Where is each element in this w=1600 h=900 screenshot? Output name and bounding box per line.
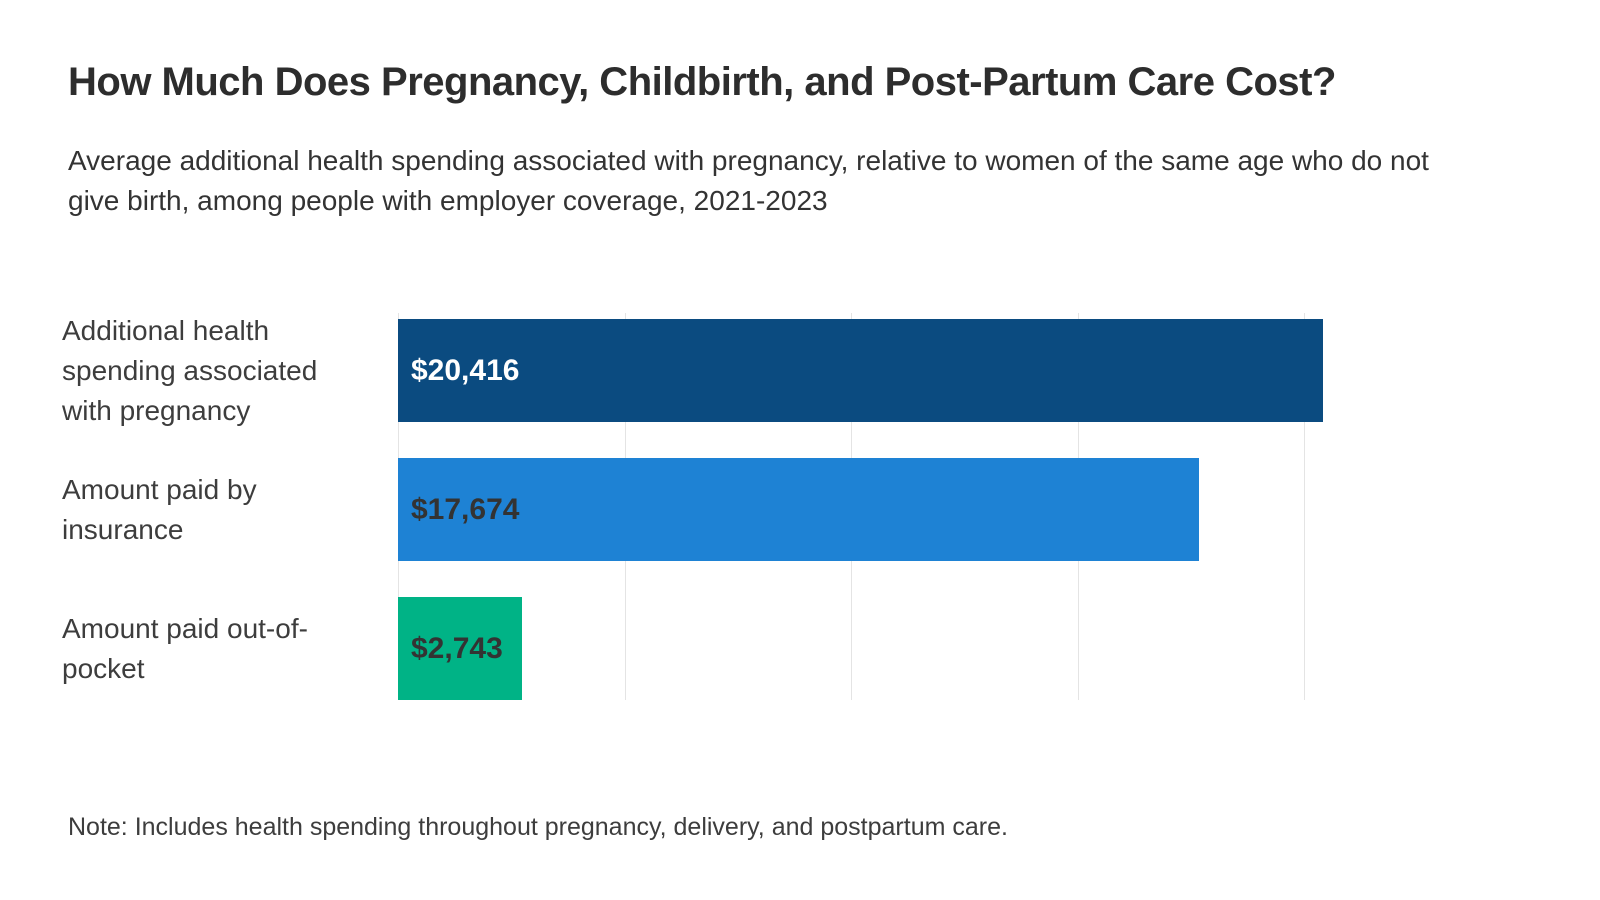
chart-note: Note: Includes health spending throughou… — [68, 813, 1008, 841]
bar-value-label-2: $2,743 — [411, 631, 503, 665]
category-label-2: Amount paid out-of-pocket — [62, 612, 308, 684]
category-label-0: Additional health spending associated wi… — [62, 314, 318, 426]
bar-value-label-1: $17,674 — [411, 492, 520, 526]
bar-chart-plot-area: $20,416 $17,674 $2,743 — [398, 313, 1440, 700]
chart-title: How Much Does Pregnancy, Childbirth, and… — [68, 60, 1336, 104]
category-label-1: Amount paid by insurance — [62, 473, 257, 545]
bar-2: $2,743 — [398, 597, 523, 700]
bar-value-label-0: $20,416 — [411, 353, 520, 387]
bar-0: $20,416 — [398, 319, 1323, 422]
chart-subtitle: Average additional health spending assoc… — [68, 145, 1429, 216]
gridline-20000 — [1304, 313, 1306, 700]
bar-1: $17,674 — [398, 458, 1199, 561]
